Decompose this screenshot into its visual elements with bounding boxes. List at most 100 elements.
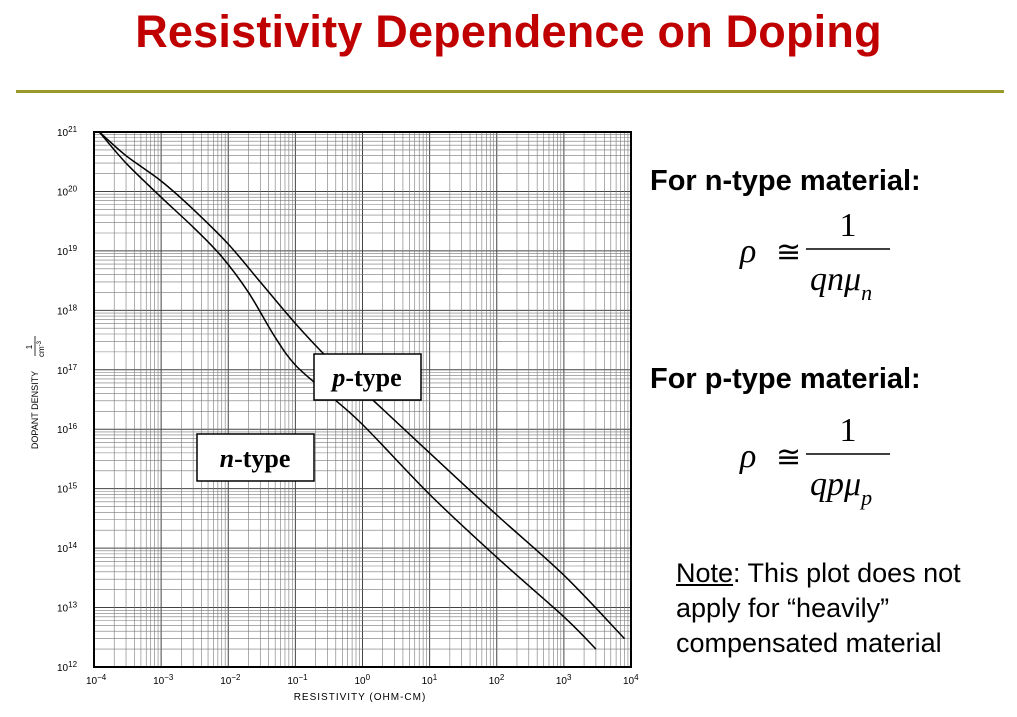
slide-title: Resistivity Dependence on Doping xyxy=(135,6,882,57)
y-tick-exp: 15 xyxy=(68,482,77,491)
n-type-curve xyxy=(98,131,597,650)
x-tick-exp: 3 xyxy=(567,673,572,682)
x-tick-base: 10 xyxy=(287,676,299,687)
x-tick-label: 10−1 xyxy=(287,673,308,687)
x-tick-base: 10 xyxy=(153,676,165,687)
y-tick-base: 10 xyxy=(57,187,69,198)
y-tick-exp: 12 xyxy=(68,660,77,669)
n-type-label-box: n-type xyxy=(196,433,315,482)
p-denominator-main: qpμ xyxy=(810,466,861,503)
y-axis-unit-denominator: cm-3 xyxy=(37,340,46,357)
x-tick-exp: 4 xyxy=(634,673,639,682)
x-tick-base: 10 xyxy=(623,676,635,687)
x-axis-label: RESISTIVITY (OHM-CM) xyxy=(294,692,427,703)
y-tick-exp: 17 xyxy=(68,363,77,372)
x-tick-labels: 10−4 10−3 10−2 10−1 100 101 102 103 104 xyxy=(86,673,639,687)
note-text: Note: This plot does not apply for “heav… xyxy=(676,556,996,661)
y-axis-unit-numerator: 1 xyxy=(25,344,34,349)
y-axis-label: DOPANT DENSITY 1 cm-3 xyxy=(25,336,46,449)
y-tick-label: 1017 xyxy=(57,363,78,377)
y-tick-base: 10 xyxy=(57,485,69,496)
y-tick-label: 1014 xyxy=(57,541,78,555)
x-tick-label: 101 xyxy=(422,673,438,687)
x-tick-base: 10 xyxy=(220,676,232,687)
note-body: : This plot does not apply for “heavily”… xyxy=(676,558,961,658)
y-axis-unit-den-base: cm xyxy=(37,346,46,357)
y-tick-exp: 19 xyxy=(68,244,77,253)
curves xyxy=(98,131,626,650)
y-tick-label: 1015 xyxy=(57,482,78,496)
y-tick-base: 10 xyxy=(57,366,69,377)
x-tick-exp: −4 xyxy=(97,673,107,682)
n-type-label-italic: n xyxy=(220,444,234,473)
y-tick-base: 10 xyxy=(57,425,69,436)
y-tick-base: 10 xyxy=(57,544,69,555)
x-tick-exp: 0 xyxy=(366,673,371,682)
n-type-heading: For n-type material: xyxy=(650,165,921,197)
major-grid xyxy=(93,132,631,668)
x-tick-base: 10 xyxy=(489,676,501,687)
y-tick-label: 1018 xyxy=(57,303,78,317)
y-axis-unit-den-exp: -3 xyxy=(37,340,43,346)
x-tick-base: 10 xyxy=(355,676,367,687)
x-tick-exp: −1 xyxy=(299,673,309,682)
p-denominator: qpμp xyxy=(810,466,872,510)
title-divider xyxy=(16,90,1004,93)
p-type-label-border xyxy=(313,353,422,401)
minor-grid xyxy=(94,132,631,667)
y-tick-exp: 20 xyxy=(68,184,77,193)
y-tick-exp: 21 xyxy=(68,125,77,134)
n-denominator-main: qnμ xyxy=(810,261,861,298)
n-type-formula: ρ ≅ 1 qnμn xyxy=(739,207,890,305)
x-tick-base: 10 xyxy=(556,676,568,687)
resistivity-chart: 10−4 10−3 10−2 10−1 100 101 102 103 104 10121013… xyxy=(25,125,639,703)
y-tick-label: 1020 xyxy=(57,184,78,198)
x-tick-exp: −2 xyxy=(231,673,241,682)
y-tick-label: 1019 xyxy=(57,244,78,258)
y-tick-label: 1013 xyxy=(57,601,78,615)
p-type-label-box: p-type xyxy=(313,353,422,401)
n-denominator-sub: n xyxy=(861,280,872,305)
x-tick-label: 104 xyxy=(623,673,639,687)
x-tick-label: 10−3 xyxy=(153,673,174,687)
y-axis-label-main: DOPANT DENSITY xyxy=(30,371,40,449)
x-tick-base: 10 xyxy=(86,676,98,687)
approx-symbol: ≅ xyxy=(776,235,801,270)
x-tick-label: 10−4 xyxy=(86,673,107,687)
n-type-formula-block: For n-type material: xyxy=(650,165,921,198)
p-numerator: 1 xyxy=(840,412,857,449)
y-tick-label: 1016 xyxy=(57,422,78,436)
n-type-label-rest: -type xyxy=(234,444,290,473)
y-tick-exp: 13 xyxy=(68,601,77,610)
x-tick-label: 102 xyxy=(489,673,505,687)
x-tick-label: 103 xyxy=(556,673,572,687)
y-tick-base: 10 xyxy=(57,604,69,615)
p-type-label: p-type xyxy=(330,363,401,392)
rho-symbol: ρ xyxy=(739,438,756,475)
x-tick-label: 10−2 xyxy=(220,673,241,687)
n-type-label: n-type xyxy=(220,444,291,473)
p-denominator-sub: p xyxy=(859,485,872,510)
p-type-formula-block: For p-type material: xyxy=(650,363,921,396)
n-type-label-border xyxy=(196,433,315,482)
note-label: Note xyxy=(676,558,734,588)
p-type-formula: ρ ≅ 1 qpμp xyxy=(739,412,890,510)
n-numerator: 1 xyxy=(840,207,857,244)
y-tick-exp: 14 xyxy=(68,541,77,550)
y-tick-label: 1021 xyxy=(57,125,78,139)
x-tick-base: 10 xyxy=(422,676,434,687)
x-tick-label: 100 xyxy=(355,673,371,687)
p-type-label-italic: p xyxy=(330,363,345,392)
approx-symbol: ≅ xyxy=(776,440,801,475)
x-tick-exp: 1 xyxy=(433,673,438,682)
y-tick-label: 1012 xyxy=(57,660,78,674)
y-tick-base: 10 xyxy=(57,247,69,258)
x-tick-exp: 2 xyxy=(500,673,505,682)
y-tick-base: 10 xyxy=(57,663,69,674)
rho-symbol: ρ xyxy=(739,233,756,270)
y-tick-exp: 16 xyxy=(68,422,77,431)
n-denominator: qnμn xyxy=(810,261,872,305)
p-type-label-rest: -type xyxy=(345,363,401,392)
y-tick-exp: 18 xyxy=(68,303,77,312)
